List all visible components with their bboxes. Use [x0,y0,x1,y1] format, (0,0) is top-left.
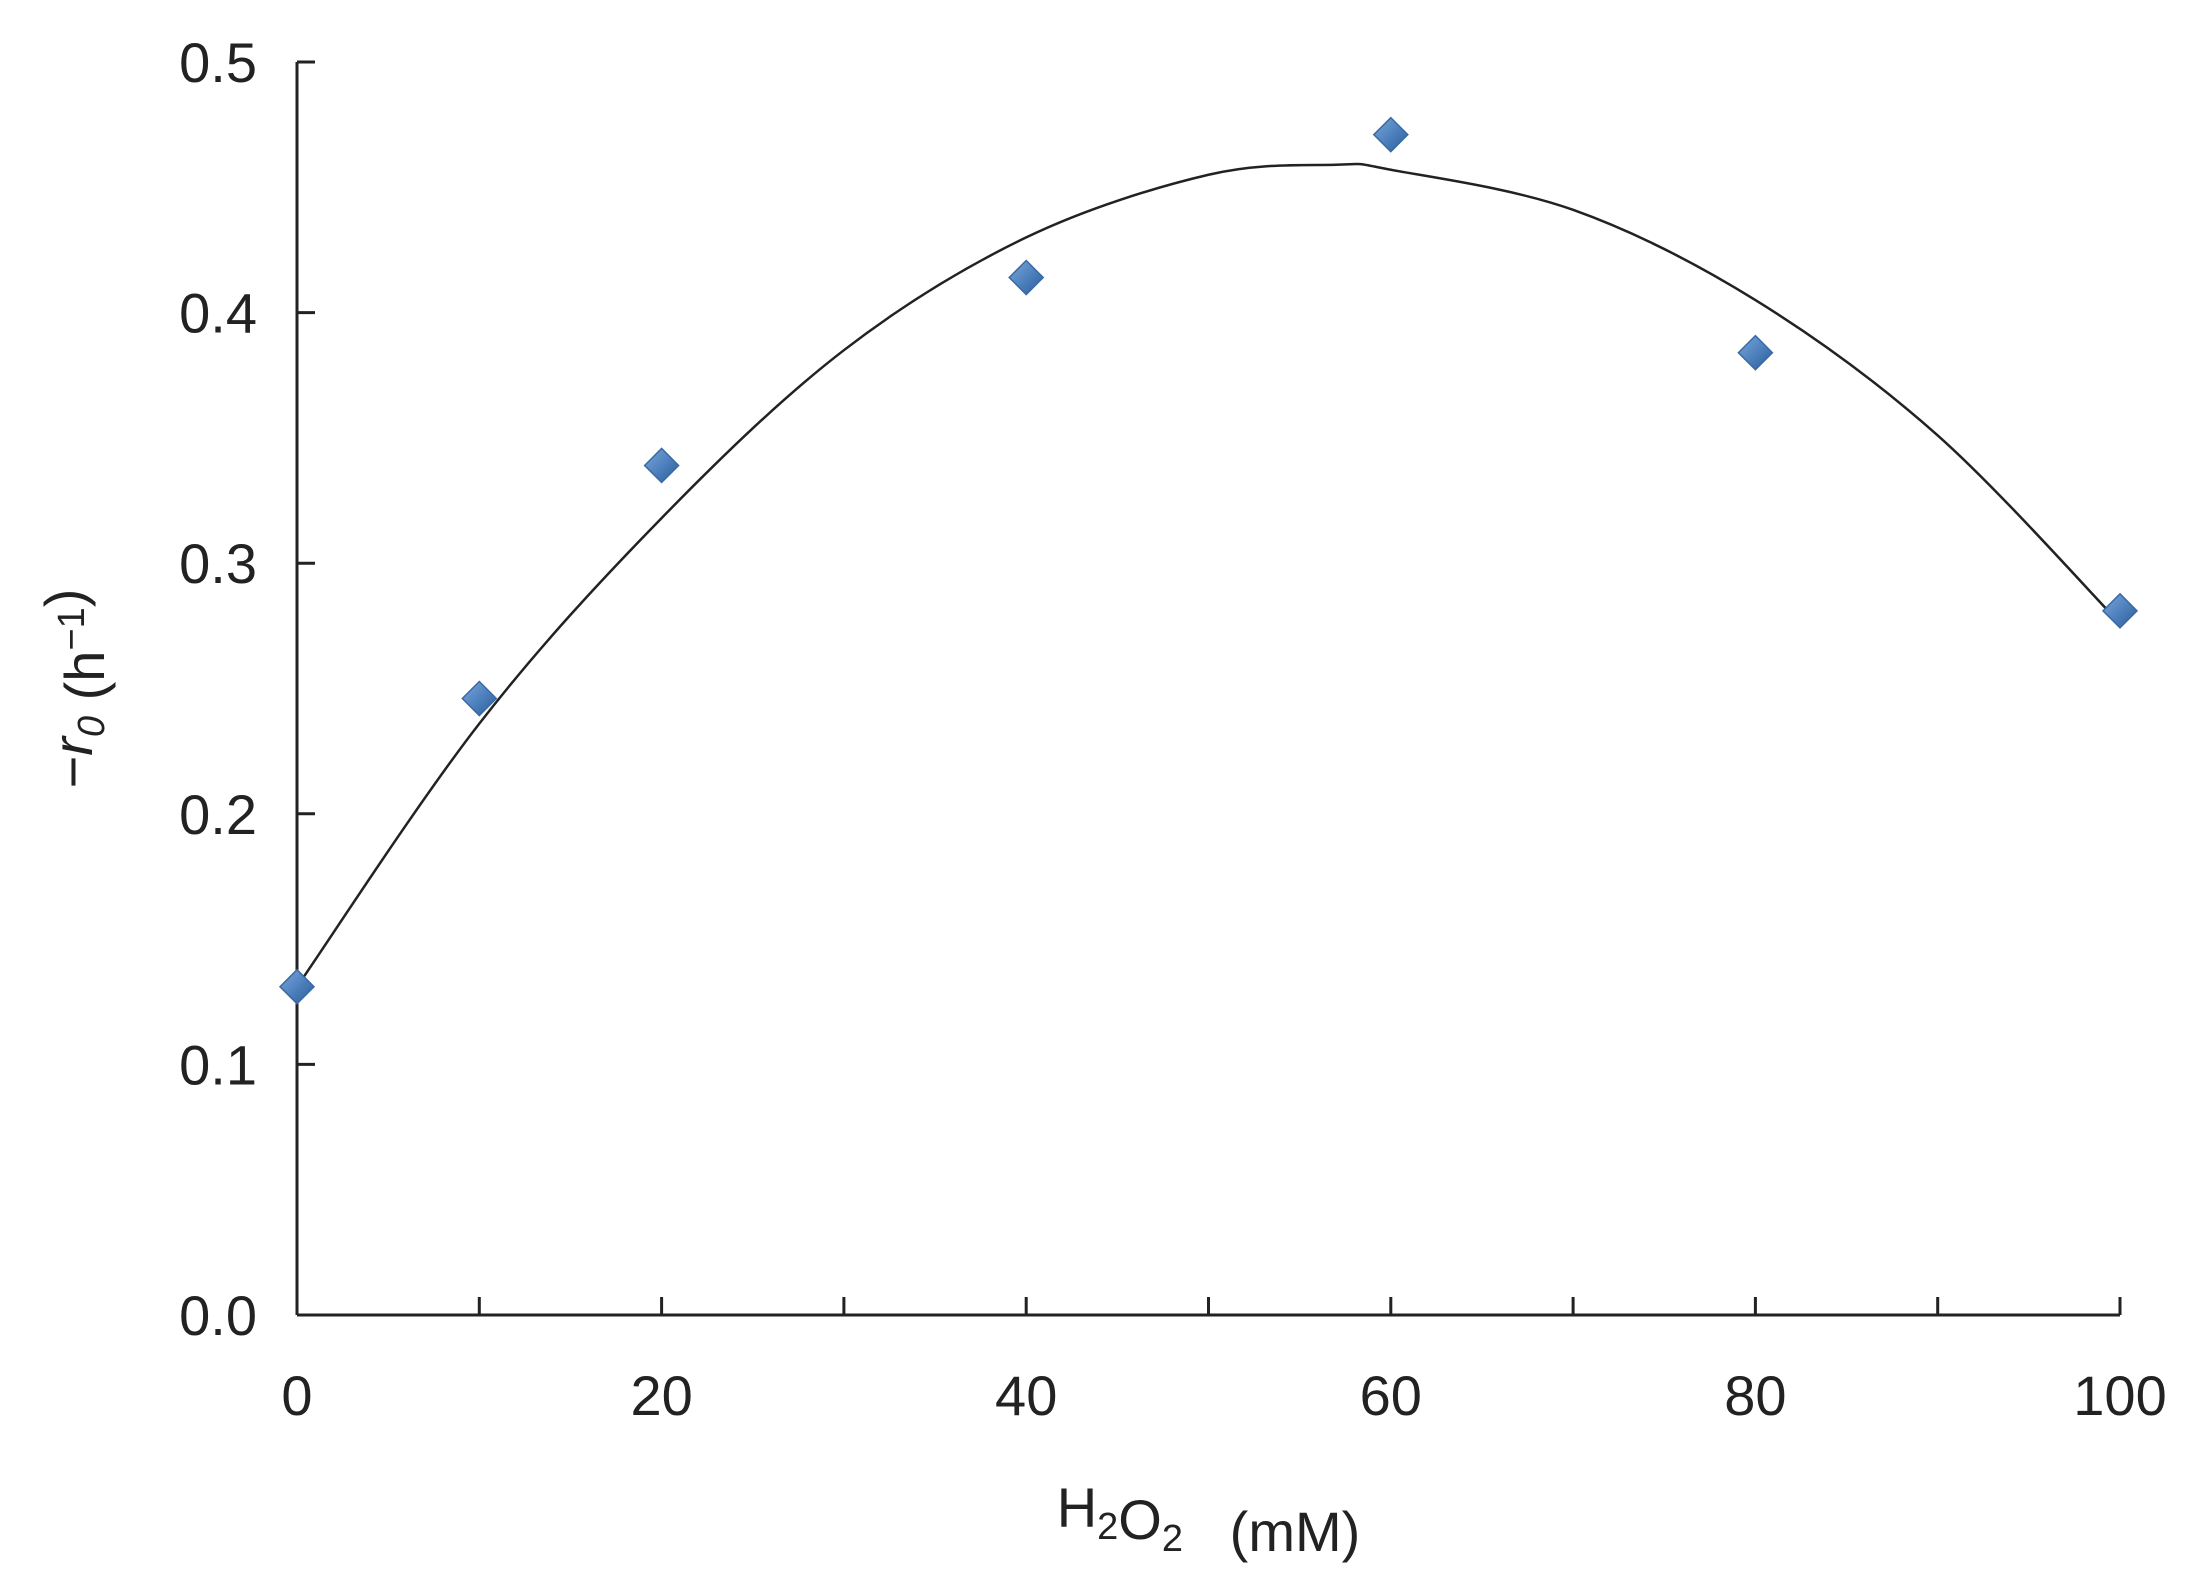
fit-curve-layer [295,162,2121,988]
y-axis-title: −r0 (h−1) [33,589,116,789]
y-tick-label: 0.5 [179,31,257,94]
x-axis-ticks: 0 20 40 60 80 100 [281,1297,2167,1427]
x-tick-label: 20 [630,1364,692,1427]
axes [295,62,2120,1317]
x-tick-label: 100 [2073,1364,2166,1427]
y-axis-ticks: 0.0 0.1 0.2 0.3 0.4 0.5 [179,31,315,1347]
data-point [1008,259,1045,296]
y-tick-label: 0.1 [179,1033,257,1096]
data-point [2101,592,2139,629]
y-tick-label: 0.3 [179,532,257,595]
data-point [643,447,680,484]
x-tick-label: 60 [1360,1364,1422,1427]
data-point [1372,116,1409,153]
y-tick-label: 0.4 [179,282,257,345]
x-tick-label: 80 [1724,1364,1786,1427]
data-point [461,680,498,717]
x-axis-title: H2O2 (mM) [1057,1476,1361,1563]
y-tick-label: 0.0 [179,1284,257,1347]
fit-curve [295,162,2121,988]
x-tick-label: 0 [281,1364,312,1427]
y-tick-label: 0.2 [179,783,257,846]
data-points-layer [278,116,2139,1005]
x-tick-label: 40 [995,1364,1057,1427]
data-point [1737,334,1774,371]
data-point [278,968,316,1005]
